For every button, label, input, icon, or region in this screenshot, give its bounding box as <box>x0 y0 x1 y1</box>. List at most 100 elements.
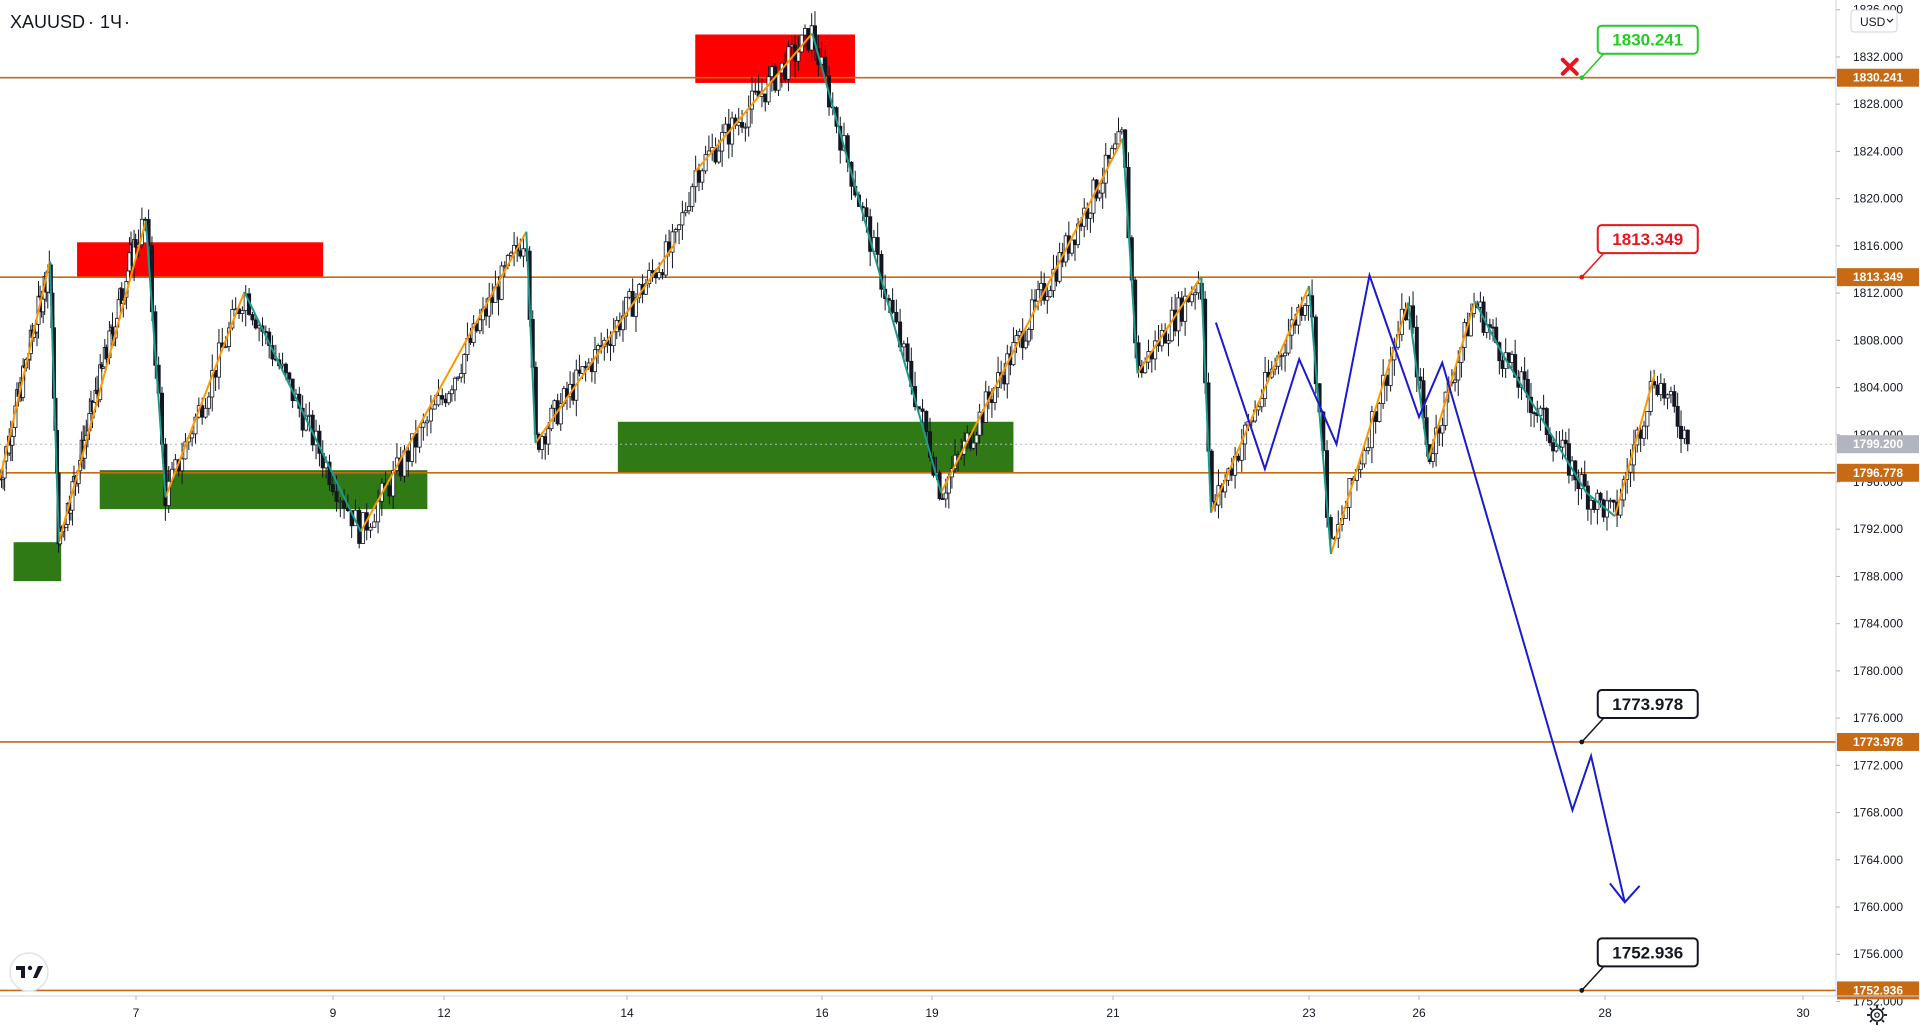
callouts-layer: 1830.241 1813.349 1773.978 1752.936 <box>1560 24 1699 993</box>
settings-gear-icon[interactable] <box>1867 1005 1887 1025</box>
candle-body <box>1500 360 1505 369</box>
callout-pointer <box>1581 717 1605 743</box>
callout-box <box>1596 24 1699 55</box>
candle-body <box>1303 305 1308 316</box>
candle-body <box>977 411 982 436</box>
zigzag-down-line[interactable] <box>243 291 362 533</box>
x-tick-label: 14 <box>620 1006 634 1020</box>
y-tick-label: 1832.000 <box>1853 50 1903 64</box>
zigzag-down-line[interactable] <box>1407 302 1430 460</box>
candle-body <box>740 122 745 128</box>
demand-zone[interactable] <box>13 542 62 582</box>
zigzag-up-line[interactable] <box>57 220 147 543</box>
candle-body <box>723 123 728 133</box>
zigzag-down-line[interactable] <box>1473 300 1504 355</box>
tradingview-logo-icon[interactable] <box>9 952 49 992</box>
zigzag-up-line[interactable] <box>359 231 528 533</box>
symbol-label[interactable]: XAUUSD <box>10 12 85 32</box>
zigzag-up-line[interactable] <box>0 260 51 479</box>
candle-body <box>1668 391 1673 396</box>
candle-body <box>1189 294 1194 303</box>
demand-zone[interactable] <box>99 470 428 510</box>
candle-body <box>1166 340 1171 344</box>
price-callout[interactable]: 1752.936 <box>1579 937 1699 993</box>
candle-body <box>287 372 292 380</box>
zigzag-down-line[interactable] <box>144 220 167 498</box>
price-axis[interactable]: 1836.0001832.0001828.0001824.0001820.000… <box>1835 0 1919 1008</box>
zigzag-up-line[interactable] <box>534 241 677 444</box>
zigzag-up-line[interactable] <box>940 137 1124 494</box>
candle-body <box>428 408 433 422</box>
x-tick-label: 12 <box>437 1006 451 1020</box>
zigzag-down-line[interactable] <box>811 33 943 493</box>
level-price-tag[interactable] <box>1837 68 1919 87</box>
x-tick-label: 9 <box>330 1006 337 1020</box>
level-price-tag[interactable] <box>1837 732 1919 751</box>
candle-body <box>425 420 430 424</box>
zigzag-up-line[interactable] <box>164 291 246 498</box>
price-callout[interactable]: 1830.241 <box>1560 24 1699 81</box>
candle-body <box>440 395 445 400</box>
x-tick-label: 19 <box>925 1006 939 1020</box>
candle-body <box>680 212 685 226</box>
y-tick-label: 1824.000 <box>1853 144 1903 158</box>
time-axis[interactable]: 7 9 12 14 16 19 21 23 26 28 30 <box>0 995 1920 1020</box>
zigzag-down-line[interactable] <box>48 261 60 543</box>
price-callout[interactable]: 1813.349 <box>1579 224 1699 280</box>
supply-zone[interactable] <box>77 242 324 278</box>
candle-body <box>1510 354 1515 363</box>
candle-body <box>596 345 601 351</box>
last-price-tag[interactable] <box>1837 435 1919 454</box>
projection-arrowhead <box>1609 882 1641 904</box>
candle-body <box>1675 405 1680 427</box>
y-tick-label: 1792.000 <box>1853 522 1903 536</box>
zigzag-up-line[interactable] <box>1427 301 1476 460</box>
callout-pointer <box>1581 53 1605 79</box>
level-price-tag[interactable] <box>1837 268 1919 287</box>
projection-path[interactable] <box>1214 271 1626 903</box>
candle-body <box>700 170 705 183</box>
level-lines-layer <box>0 76 1836 992</box>
zigzag-down-line[interactable] <box>1585 491 1616 517</box>
candle-body <box>508 252 513 256</box>
candle-body <box>334 491 339 502</box>
zigzag-down-line[interactable] <box>1308 285 1332 555</box>
candle-body <box>1672 391 1677 407</box>
candle-body <box>1036 289 1041 302</box>
level-price-tag-text: 1773.978 <box>1853 735 1903 749</box>
interval-label[interactable]: 1Ч <box>100 12 122 32</box>
x-tick-label: 23 <box>1302 1006 1316 1020</box>
candle-body <box>1100 182 1105 194</box>
price-callout[interactable]: 1773.978 <box>1579 688 1699 745</box>
zigzag-down-line[interactable] <box>1501 353 1588 494</box>
candle-body <box>660 272 665 276</box>
demand-zone[interactable] <box>617 421 1014 473</box>
zigzag-up-line[interactable] <box>694 32 814 173</box>
candle-body <box>190 433 195 439</box>
currency-button[interactable]: USD <box>1850 9 1898 33</box>
callout-anchor <box>1579 274 1585 280</box>
candle-body <box>769 66 774 78</box>
zigzag-down-line[interactable] <box>1121 138 1139 374</box>
zigzag-up-line[interactable] <box>1136 276 1203 374</box>
candle-body <box>1551 442 1556 452</box>
candle-body <box>894 311 899 323</box>
level-price-tag[interactable] <box>1837 981 1919 1000</box>
zigzag-up-line[interactable] <box>1330 302 1409 555</box>
candle-body <box>1582 474 1587 487</box>
candle-body <box>1453 379 1458 383</box>
candle-body <box>546 428 551 445</box>
zigzag-up-line[interactable] <box>1210 285 1310 514</box>
zigzag-down-line[interactable] <box>1200 276 1212 513</box>
y-tick-label: 1768.000 <box>1853 806 1903 820</box>
candle-body <box>1608 499 1613 502</box>
zigzag-down-line[interactable] <box>525 231 537 444</box>
callout-box <box>1596 224 1699 255</box>
candle-body <box>1069 239 1074 254</box>
candle-body <box>499 265 504 300</box>
candle-body <box>730 117 735 145</box>
zigzag-up-line[interactable] <box>1613 374 1656 517</box>
level-price-tag[interactable] <box>1837 463 1919 482</box>
candle-body <box>1645 411 1650 427</box>
